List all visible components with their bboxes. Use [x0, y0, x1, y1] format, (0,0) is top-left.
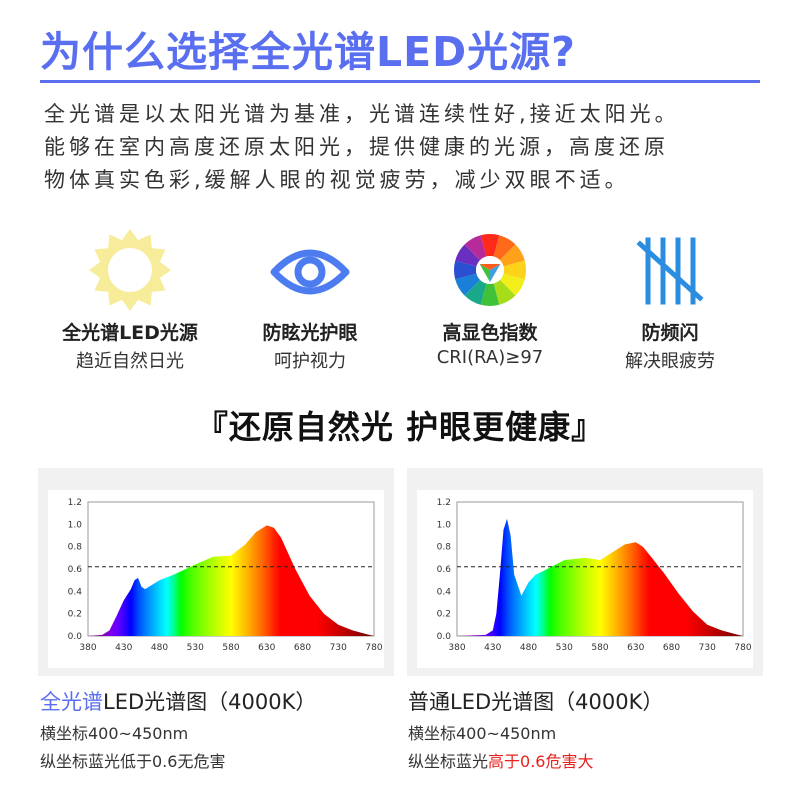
- y-tick-label: 0.2: [437, 610, 451, 620]
- caption-title: 全光谱LED光谱图（4000K）: [40, 686, 410, 716]
- feature-flicker-free: 防频闪 解决眼疲劳: [580, 228, 760, 373]
- y-tick-label: 0.4: [68, 587, 83, 597]
- flicker-icon: [636, 237, 704, 305]
- caption-x-note: 横坐标400~450nm: [408, 724, 557, 743]
- feature-desc: 趋近自然日光: [76, 351, 184, 372]
- x-tick-label: 730: [699, 643, 716, 653]
- spectrum-area: [88, 525, 374, 636]
- caption-title-rest: LED光谱图（4000K）: [103, 690, 317, 714]
- feature-full-spectrum: 全光谱LED光源 趋近自然日光: [40, 228, 220, 373]
- x-tick-label: 480: [520, 643, 537, 653]
- caption-normal-led: 普通LED光谱图（4000K） 横坐标400~450nm 纵坐标蓝光高于0.6危…: [408, 686, 778, 772]
- caption-title-accent: 全光谱: [40, 690, 103, 714]
- y-tick-label: 0.2: [68, 610, 82, 620]
- x-tick-label: 530: [556, 643, 573, 653]
- caption-x-note: 横坐标400~450nm: [40, 724, 189, 743]
- spectrum-chart-normal: 0.0 0.2 0.4 0.6 0.8 1.0 1.2 380 430 480 530 580 630 6…: [437, 498, 752, 653]
- x-tick-label: 780: [734, 643, 751, 653]
- x-tick-label: 530: [187, 643, 204, 653]
- caption-title-rest: 普通LED光谱图（4000K）: [408, 690, 664, 714]
- color-wheel-icon: [454, 234, 526, 306]
- page-title: 为什么选择全光谱LED光源?: [40, 28, 576, 76]
- y-tick-label: 0.0: [437, 632, 452, 642]
- spectrum-area: [457, 518, 743, 636]
- x-tick-label: 380: [79, 643, 96, 653]
- feature-high-cri: 高显色指数 CRI(RA)≥97: [400, 228, 580, 368]
- x-tick-label: 580: [222, 643, 239, 653]
- x-tick-label: 480: [151, 643, 168, 653]
- feature-name: 全光谱LED光源: [62, 322, 198, 344]
- intro-line-1: 全光谱是以太阳光谱为基准，光谱连续性好,接近太阳光。: [44, 102, 680, 126]
- feature-anti-glare: 防眩光护眼 呵护视力: [220, 228, 400, 373]
- x-tick-label: 680: [663, 643, 680, 653]
- y-tick-label: 0.6: [68, 565, 83, 575]
- y-tick-label: 1.0: [68, 520, 83, 530]
- x-tick-label: 380: [448, 643, 465, 653]
- caption-y-note: 纵坐标蓝光高于0.6危害大: [408, 748, 778, 772]
- feature-desc: CRI(RA)≥97: [436, 347, 544, 368]
- feature-desc: 解决眼疲劳: [625, 351, 715, 372]
- y-tick-label: 1.0: [437, 520, 452, 530]
- chart-box: 0.0 0.2 0.4 0.6 0.8 1.0 1.2 380 430 480 530 580 630 6…: [48, 490, 384, 668]
- intro-line-3: 物体真实色彩,缓解人眼的视觉疲劳，减少双眼不适。: [44, 168, 630, 192]
- y-tick-label: 0.0: [68, 632, 83, 642]
- intro-line-2: 能够在室内高度还原太阳光，提供健康的光源，高度还原: [44, 135, 669, 159]
- feature-name: 防眩光护眼: [262, 322, 358, 344]
- caption-y-note-text: 纵坐标蓝光: [408, 752, 489, 771]
- feature-desc: 呵护视力: [274, 351, 346, 372]
- slogan: 『还原自然光 护眼更健康』: [195, 408, 605, 446]
- feature-name: 高显色指数: [442, 322, 538, 344]
- y-tick-label: 1.2: [68, 498, 82, 508]
- chart-panel-full-spectrum: 0.0 0.2 0.4 0.6 0.8 1.0 1.2 380 430 480 530 580 630 6…: [38, 468, 394, 676]
- intro-paragraph: 全光谱是以太阳光谱为基准，光谱连续性好,接近太阳光。 能够在室内高度还原太阳光，…: [44, 98, 760, 197]
- x-tick-label: 430: [484, 643, 501, 653]
- caption-y-note-text: 纵坐标蓝光低于0.6无危害: [40, 752, 226, 771]
- x-tick-label: 630: [258, 643, 275, 653]
- caption-y-note: 纵坐标蓝光低于0.6无危害: [40, 748, 410, 772]
- sun-icon: [89, 229, 171, 311]
- chart-panel-normal-led: 0.0 0.2 0.4 0.6 0.8 1.0 1.2 380 430 480 530 580 630 6…: [407, 468, 763, 676]
- feature-name: 防频闪: [641, 322, 699, 344]
- y-tick-label: 0.4: [437, 587, 452, 597]
- y-tick-label: 1.2: [437, 498, 451, 508]
- x-tick-label: 730: [330, 643, 347, 653]
- x-tick-label: 630: [627, 643, 644, 653]
- y-tick-label: 0.6: [437, 565, 452, 575]
- feature-row: 全光谱LED光源 趋近自然日光 防眩光护眼 呵护视力 高显色指数 CRI(RA)…: [40, 228, 760, 378]
- spectrum-chart-full: 0.0 0.2 0.4 0.6 0.8 1.0 1.2 380 430 480 530 580 630 6…: [68, 498, 383, 653]
- y-tick-label: 0.8: [68, 543, 83, 553]
- caption-full-spectrum: 全光谱LED光谱图（4000K） 横坐标400~450nm 纵坐标蓝光低于0.6…: [40, 686, 410, 772]
- chart-box: 0.0 0.2 0.4 0.6 0.8 1.0 1.2 380 430 480 530 580 630 6…: [417, 490, 753, 668]
- x-tick-label: 680: [294, 643, 311, 653]
- x-tick-label: 580: [591, 643, 608, 653]
- y-tick-label: 0.8: [437, 543, 452, 553]
- caption-title: 普通LED光谱图（4000K）: [408, 686, 778, 716]
- x-tick-label: 780: [365, 643, 382, 653]
- title-underline: [40, 80, 760, 83]
- eye-icon: [270, 249, 350, 295]
- caption-y-note-warning: 高于0.6危害大: [488, 752, 594, 771]
- x-tick-label: 430: [115, 643, 132, 653]
